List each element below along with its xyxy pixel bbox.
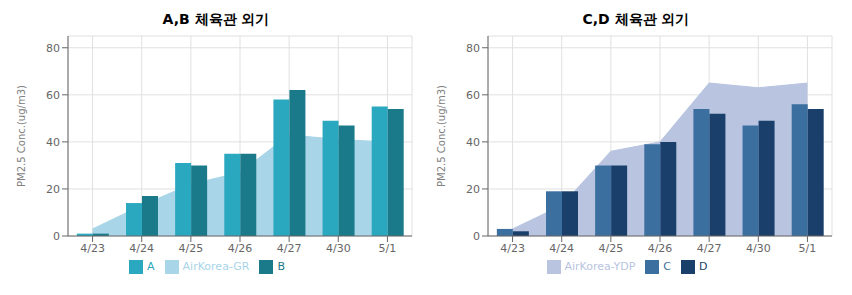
html-text:AirKorea-YDP: AirKorea-YDP — [564, 260, 636, 273]
svg-text:0: 0 — [473, 230, 480, 243]
svg-text:80: 80 — [466, 42, 480, 55]
html-text:A: A — [147, 260, 155, 273]
svg-text:4/25: 4/25 — [179, 242, 204, 255]
svg-text:20: 20 — [46, 183, 60, 196]
svg-text:5/1: 5/1 — [799, 242, 817, 255]
html-text:A,B 체육관 외기: A,B 체육관 외기 — [162, 11, 270, 27]
svg-text:4/27: 4/27 — [697, 242, 722, 255]
svg-text:4/23: 4/23 — [500, 242, 525, 255]
svg-text:40: 40 — [466, 136, 480, 149]
svg-text:80: 80 — [46, 42, 60, 55]
html-text:C: C — [663, 260, 671, 273]
svg-text:4/25: 4/25 — [599, 242, 624, 255]
svg-text:4/27: 4/27 — [277, 242, 302, 255]
html-text:D: D — [699, 260, 708, 273]
svg-text:4/23: 4/23 — [80, 242, 105, 255]
html-text:AirKorea-GR: AirKorea-GR — [182, 260, 250, 273]
svg-text:PM2.5 Conc.(ug/m3): PM2.5 Conc.(ug/m3) — [436, 85, 447, 187]
svg-text:4/30: 4/30 — [326, 242, 351, 255]
html-text:B: B — [277, 260, 285, 273]
svg-text:4/26: 4/26 — [648, 242, 673, 255]
svg-text:4/24: 4/24 — [129, 242, 154, 255]
svg-text:PM2.5 Conc.(ug/m3): PM2.5 Conc.(ug/m3) — [16, 85, 27, 187]
svg-text:4/30: 4/30 — [746, 242, 771, 255]
svg-text:20: 20 — [466, 183, 480, 196]
svg-text:0: 0 — [53, 230, 60, 243]
svg-text:4/26: 4/26 — [228, 242, 253, 255]
html-text:C,D 체육관 외기: C,D 체육관 외기 — [582, 11, 690, 27]
svg-text:60: 60 — [466, 89, 480, 102]
svg-text:5/1: 5/1 — [379, 242, 397, 255]
svg-text:60: 60 — [46, 89, 60, 102]
svg-text:40: 40 — [46, 136, 60, 149]
svg-text:4/24: 4/24 — [549, 242, 574, 255]
